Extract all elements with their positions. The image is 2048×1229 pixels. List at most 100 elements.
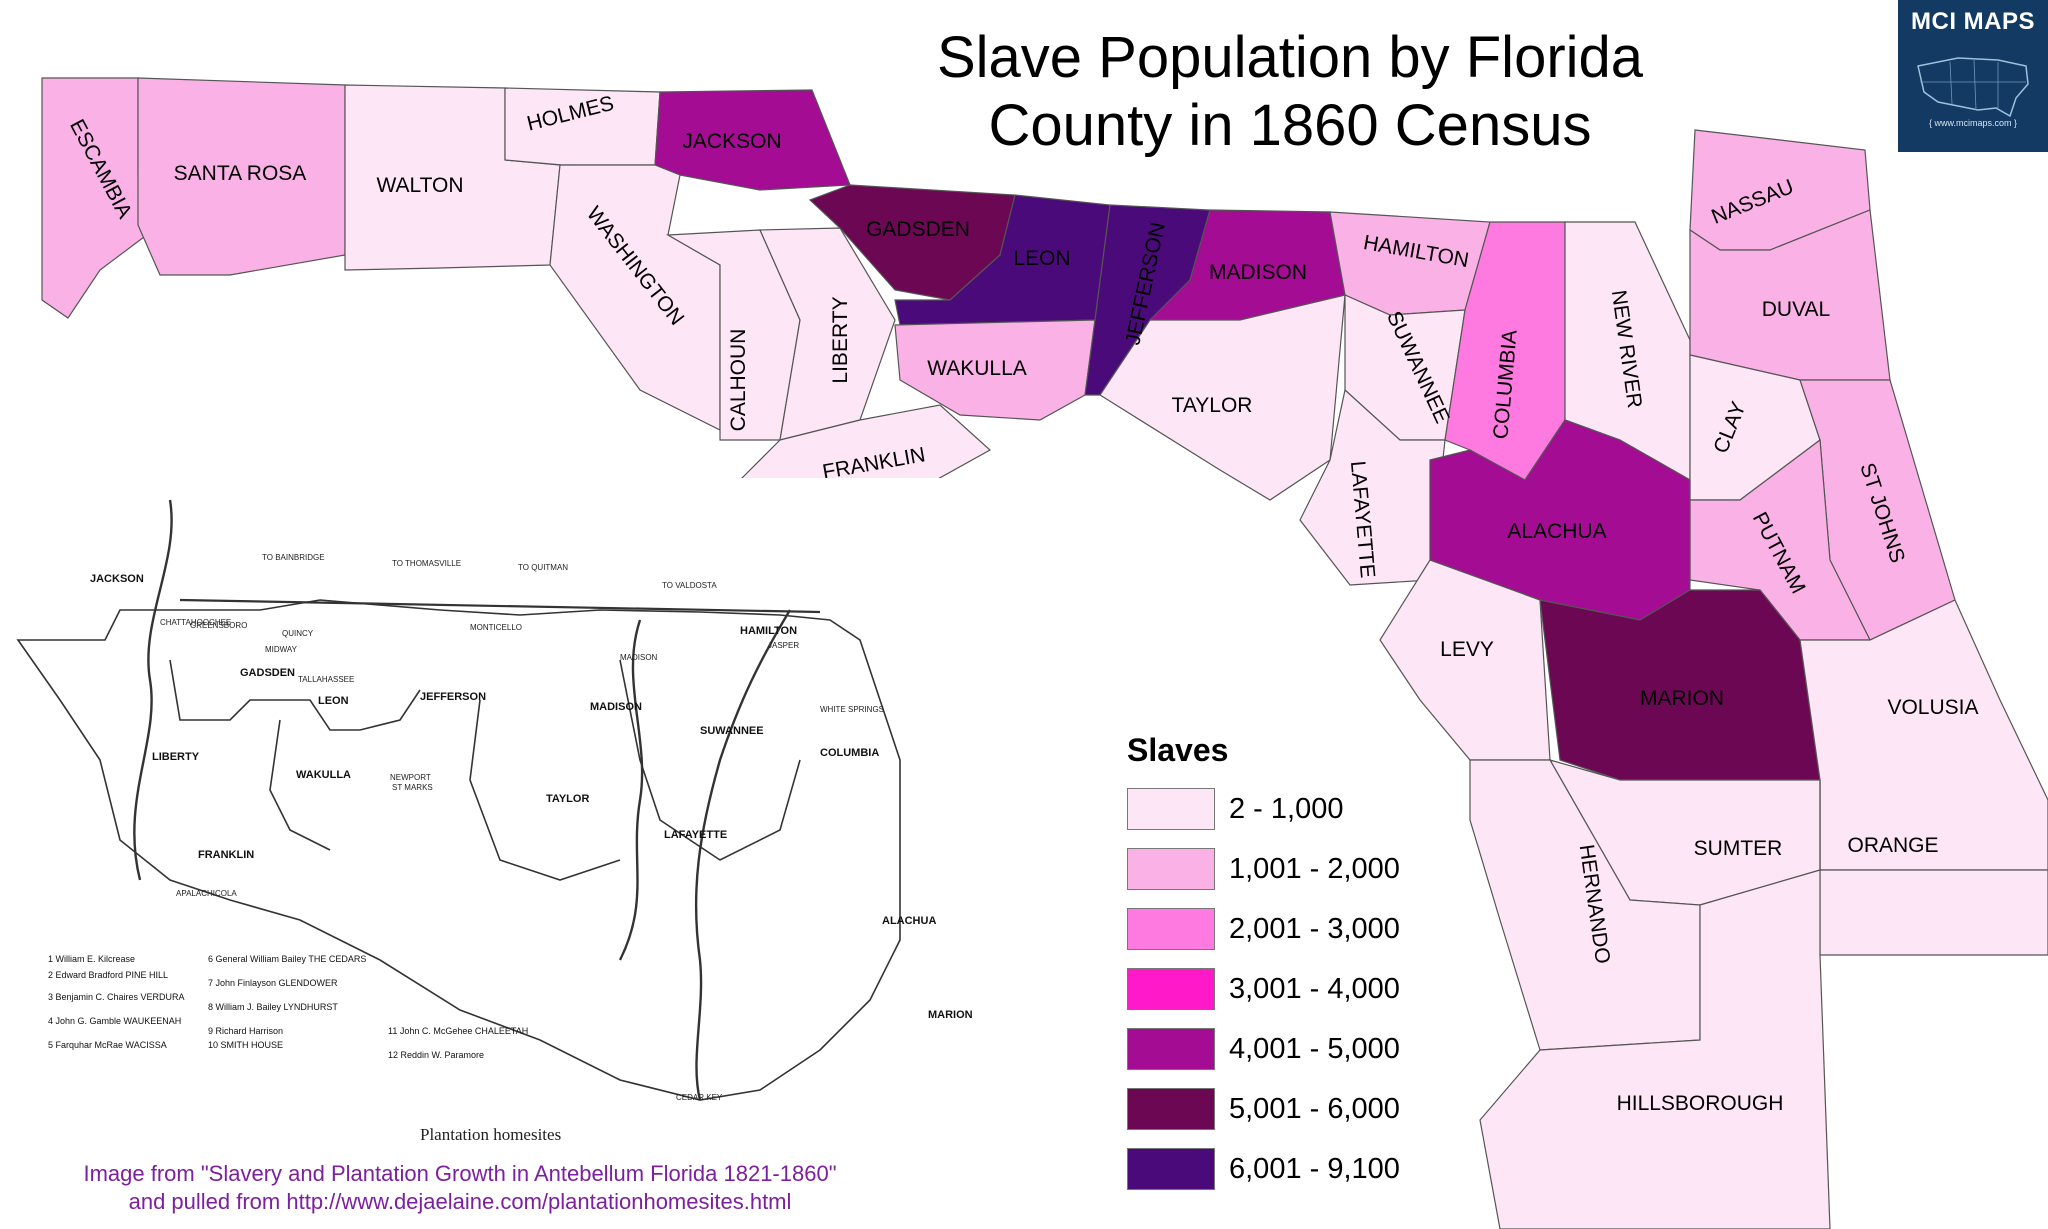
credit-line-1: Image from "Slavery and Plantation Growt… bbox=[83, 1161, 837, 1186]
inset-label-alachua: ALACHUA bbox=[882, 915, 936, 927]
inset-label-franklin: FRANKLIN bbox=[198, 849, 254, 861]
legend-item: 5,001 - 6,000 bbox=[1127, 1079, 1447, 1139]
legend-item: 1,001 - 2,000 bbox=[1127, 839, 1447, 899]
legend: Slaves 2 - 1,000 1,001 - 2,000 2,001 - 3… bbox=[1127, 732, 1447, 1199]
mci-maps-logo: MCI MAPS { www.mcimaps.com } bbox=[1898, 0, 2048, 152]
inset-label-lafayette: LAFAYETTE bbox=[664, 829, 727, 841]
inset-label-taylor: TAYLOR bbox=[546, 793, 589, 805]
usa-outline-icon bbox=[1917, 57, 2029, 118]
legend-swatch bbox=[1127, 1088, 1215, 1130]
inset-label-jefferson: JEFFERSON bbox=[420, 691, 486, 703]
legend-swatch bbox=[1127, 908, 1215, 950]
homesite-2: 2 Edward Bradford PINE HILL bbox=[48, 970, 168, 980]
inset-place-apalachicola: APALACHICOLA bbox=[176, 889, 237, 898]
inset-river-b bbox=[694, 609, 792, 1101]
label-jackson: JACKSON bbox=[682, 130, 781, 153]
credit-line-2: and pulled from http://www.dejaelaine.co… bbox=[128, 1189, 792, 1214]
legend-label: 4,001 - 5,000 bbox=[1229, 1032, 1400, 1065]
legend-label: 6,001 - 9,100 bbox=[1229, 1152, 1400, 1185]
inset-place-valdosta: TO VALDOSTA bbox=[662, 581, 717, 590]
label-hillsborough: HILLSBOROUGH bbox=[1617, 1092, 1784, 1115]
county-marion bbox=[1539, 589, 1821, 781]
inset-place-thomasville: TO THOMASVILLE bbox=[392, 559, 461, 568]
label-calhoun: CALHOUN bbox=[727, 329, 750, 432]
inset-place-madison: MADISON bbox=[620, 653, 658, 662]
homesite-1: 1 William E. Kilcrease bbox=[48, 954, 135, 964]
inset-label-jackson: JACKSON bbox=[90, 573, 144, 585]
label-madison: MADISON bbox=[1209, 261, 1307, 284]
inset-label-gadsden: GADSDEN bbox=[240, 667, 295, 679]
inset-label-madison: MADISON bbox=[590, 701, 642, 713]
logo-url: { www.mcimaps.com } bbox=[1928, 118, 2018, 128]
label-marion: MARION bbox=[1640, 687, 1724, 710]
legend-swatch bbox=[1127, 1028, 1215, 1070]
map-title: Slave Population by Florida County in 18… bbox=[860, 24, 1720, 160]
homesite-4: 4 John G. Gamble WAUKEENAH bbox=[48, 1016, 181, 1026]
label-alachua: ALACHUA bbox=[1507, 520, 1606, 543]
legend-item: 6,001 - 9,100 bbox=[1127, 1139, 1447, 1199]
label-orange: ORANGE bbox=[1847, 834, 1938, 857]
label-gadsden: GADSDEN bbox=[866, 218, 970, 241]
legend-item: 2,001 - 3,000 bbox=[1127, 899, 1447, 959]
inset-boundary-c bbox=[469, 699, 621, 881]
inset-place-white-springs: WHITE SPRINGS bbox=[820, 705, 884, 714]
inset-boundary-b bbox=[269, 719, 331, 851]
inset-label-wakulla: WAKULLA bbox=[296, 769, 351, 781]
legend-label: 1,001 - 2,000 bbox=[1229, 852, 1400, 885]
label-taylor: TAYLOR bbox=[1172, 394, 1253, 417]
county-washington bbox=[549, 164, 721, 431]
inset-background bbox=[0, 478, 1015, 1113]
inset-place-tallahassee: TALLAHASSEE bbox=[298, 675, 354, 684]
inset-place-chattahoochee: CHATTAHOOCHEE bbox=[160, 618, 231, 627]
legend-item: 3,001 - 4,000 bbox=[1127, 959, 1447, 1019]
homesite-11: 11 John C. McGehee CHALEETAH bbox=[388, 1026, 528, 1036]
homesite-5: 5 Farquhar McRae WACISSA bbox=[48, 1040, 167, 1050]
homesite-12: 12 Reddin W. Paramore bbox=[388, 1050, 484, 1060]
label-liberty: LIBERTY bbox=[829, 296, 852, 383]
legend-swatch bbox=[1127, 1148, 1215, 1190]
legend-swatch bbox=[1127, 968, 1215, 1010]
county-volusia bbox=[1799, 599, 2048, 871]
label-sumter: SUMTER bbox=[1694, 837, 1783, 860]
inset-label-leon: LEON bbox=[318, 695, 349, 707]
legend-item: 4,001 - 5,000 bbox=[1127, 1019, 1447, 1079]
homesite-10: 10 SMITH HOUSE bbox=[208, 1040, 283, 1050]
homesite-7: 7 John Finlayson GLENDOWER bbox=[208, 978, 338, 988]
label-duval: DUVAL bbox=[1762, 298, 1830, 321]
label-santa-rosa: SANTA ROSA bbox=[174, 162, 307, 185]
inset-label-hamilton: HAMILTON bbox=[740, 625, 797, 637]
inset-place-monticello: MONTICELLO bbox=[470, 623, 522, 632]
inset-place-quitman: TO QUITMAN bbox=[518, 563, 568, 572]
legend-swatch bbox=[1127, 848, 1215, 890]
homesite-3: 3 Benjamin C. Chaires VERDURA bbox=[48, 992, 185, 1002]
county-hillsborough bbox=[1479, 869, 1831, 1229]
legend-label: 2,001 - 3,000 bbox=[1229, 912, 1400, 945]
label-walton: WALTON bbox=[376, 174, 463, 197]
legend-label: 2 - 1,000 bbox=[1229, 792, 1344, 825]
inset-river-a bbox=[133, 499, 173, 881]
inset-county-outline bbox=[16, 599, 901, 1101]
inset-boundary-d bbox=[619, 659, 801, 861]
homesite-6: 6 General William Bailey THE CEDARS bbox=[208, 954, 366, 964]
inset-place-st-marks: ST MARKS bbox=[392, 783, 433, 792]
county-taylor bbox=[1099, 294, 1346, 501]
inset-place-midway: MIDWAY bbox=[265, 645, 298, 654]
homesite-9: 9 Richard Harrison bbox=[208, 1026, 283, 1036]
inset-label-marion: MARION bbox=[928, 1009, 973, 1021]
inset-label-columbia: COLUMBIA bbox=[820, 747, 879, 759]
map-title-line-2: County in 1860 Census bbox=[988, 93, 1592, 158]
legend-title: Slaves bbox=[1127, 732, 1229, 768]
inset-place-cedar-key: CEDAR KEY bbox=[676, 1093, 723, 1102]
inset-rail-line bbox=[179, 598, 821, 614]
label-levy: LEVY bbox=[1440, 638, 1494, 661]
inset-river-c bbox=[618, 619, 644, 961]
inset-place-newport: NEWPORT bbox=[390, 773, 431, 782]
inset-place-bainbridge: TO BAINBRIDGE bbox=[262, 553, 325, 562]
inset-caption: Plantation homesites bbox=[420, 1125, 562, 1144]
legend-item: 2 - 1,000 bbox=[1127, 779, 1447, 839]
inset-place-jasper: JASPER bbox=[768, 641, 799, 650]
label-leon: LEON bbox=[1013, 247, 1070, 270]
inset-label-liberty: LIBERTY bbox=[152, 751, 200, 763]
legend-label: 5,001 - 6,000 bbox=[1229, 1092, 1400, 1125]
